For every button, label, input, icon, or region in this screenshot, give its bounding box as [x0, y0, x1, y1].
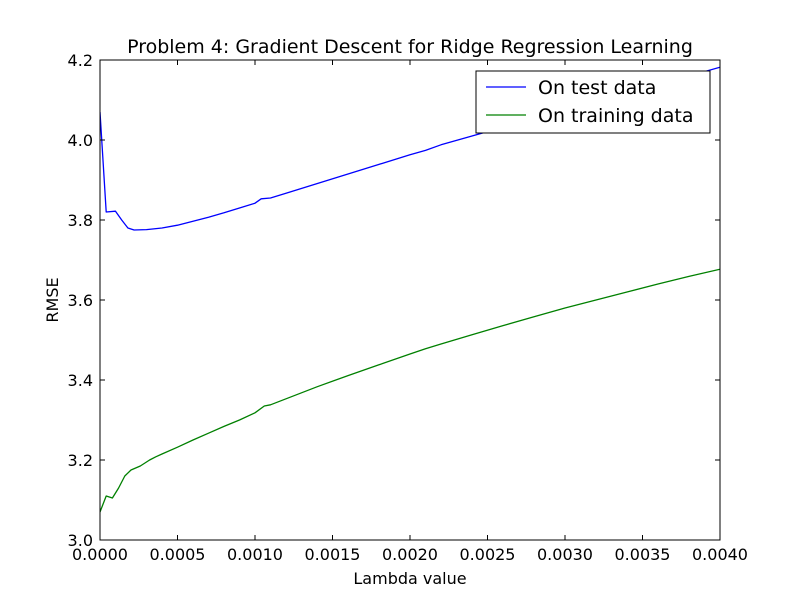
series-line-training [100, 268, 720, 513]
x-tick-label: 0.0035 [615, 545, 671, 564]
y-tick-label: 3.8 [68, 211, 93, 230]
x-tick-label: 0.0000 [72, 545, 128, 564]
x-tick-label: 0.0005 [150, 545, 206, 564]
y-tick-label: 3.6 [68, 291, 93, 310]
y-tick-label: 3.4 [68, 371, 93, 390]
x-tick-label: 0.0040 [692, 545, 748, 564]
legend-label-training: On training data [538, 105, 693, 127]
y-tick-label: 4.2 [68, 51, 93, 70]
x-tick-label: 0.0015 [305, 545, 361, 564]
legend-label-test: On test data [538, 77, 656, 99]
y-tick-label: 3.2 [68, 451, 93, 470]
chart-title: Problem 4: Gradient Descent for Ridge Re… [127, 36, 693, 58]
x-tick-label: 0.0030 [537, 545, 593, 564]
x-axis-ticks: 0.0000 0.0005 0.0010 0.0015 0.0020 0.0025 0.00… [72, 60, 748, 564]
x-tick-label: 0.0010 [227, 545, 283, 564]
legend-box [475, 70, 711, 134]
y-axis-label: RMSE [43, 277, 62, 322]
x-axis-label: Lambda value [353, 569, 466, 588]
x-tick-label: 0.0020 [382, 545, 438, 564]
legend: On test data On training data [475, 70, 711, 134]
y-axis-ticks: 3.0 3.2 3.4 3.6 3.8 4.0 4.2 [68, 51, 720, 550]
y-tick-label: 4.0 [68, 131, 93, 150]
y-tick-label: 3.0 [68, 531, 93, 550]
x-tick-label: 0.0025 [460, 545, 516, 564]
